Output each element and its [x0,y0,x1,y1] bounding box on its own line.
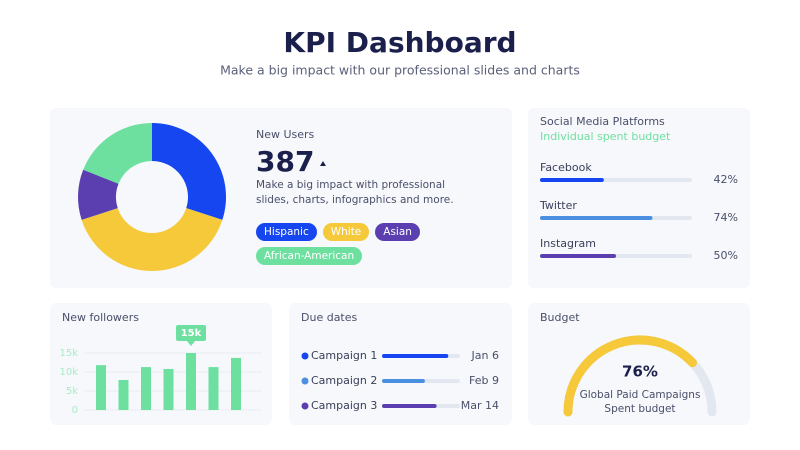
bar [186,353,196,410]
subtitle: Make a big impact with our professional … [220,63,580,78]
y-tick-label: 15k [59,348,78,359]
date-label: Mar 14 [461,399,499,412]
value-label: 50% [714,249,738,262]
legend-item: African-American [256,247,363,265]
donut-slice [152,123,226,220]
dot [301,402,309,410]
y-tick-label: 10k [59,367,78,378]
value-label: 15k [181,328,202,339]
category-label: Campaign 1 [311,349,377,362]
kpi-label: New Users [256,128,315,141]
gauge-value: 76% [622,363,658,381]
value-label: 42% [714,173,738,186]
bar [540,216,653,220]
card [289,303,512,425]
card [528,303,750,425]
bar [208,367,219,410]
gauge-label: Spent budget [604,403,675,415]
callout [176,325,206,341]
dot [301,377,309,385]
gauge-fill [563,335,697,417]
card-title: Social Media Platforms [540,115,665,128]
bar [96,365,106,410]
card-title: New followers [62,311,139,324]
bar [231,357,241,410]
y-tick-label: 5k [66,386,78,397]
donut-slice [81,208,223,272]
donut-slice [78,169,119,220]
category-label: Campaign 3 [311,399,377,412]
card-subtitle: Individual spent budget [540,130,671,143]
bar [382,379,425,383]
bar [141,367,151,410]
bar [382,404,437,408]
bar [382,354,449,358]
title: KPI Dashboard [283,26,516,59]
kpi-value: 387 [256,145,314,178]
legend-item: Hispanic [256,223,317,241]
category-label: Instagram [540,237,596,250]
bar [118,379,129,410]
legend: Hispanic White Asian African-American [256,223,456,265]
category-label: Twitter [539,199,577,212]
date-label: Feb 9 [469,374,499,387]
value-label: 74% [714,211,738,224]
gauge-label: Global Paid Campaigns [580,389,701,401]
up-arrow [320,161,326,166]
bar [540,254,616,258]
y-tick-label: 0 [72,405,78,416]
date-label: Jan 6 [471,349,499,362]
category-label: Campaign 2 [311,374,377,387]
dot [301,352,309,360]
category-label: Facebook [540,161,592,174]
kpi-description: Make a big impact with professional slid… [256,179,454,206]
bar [163,368,174,410]
donut-slice [83,123,152,184]
bar [540,178,604,182]
card-title: Due dates [301,311,358,324]
legend-item: Asian [375,223,420,241]
callout-pointer [187,341,195,346]
legend-item: White [322,223,370,241]
card-title: Budget [540,311,580,324]
card [528,108,750,288]
